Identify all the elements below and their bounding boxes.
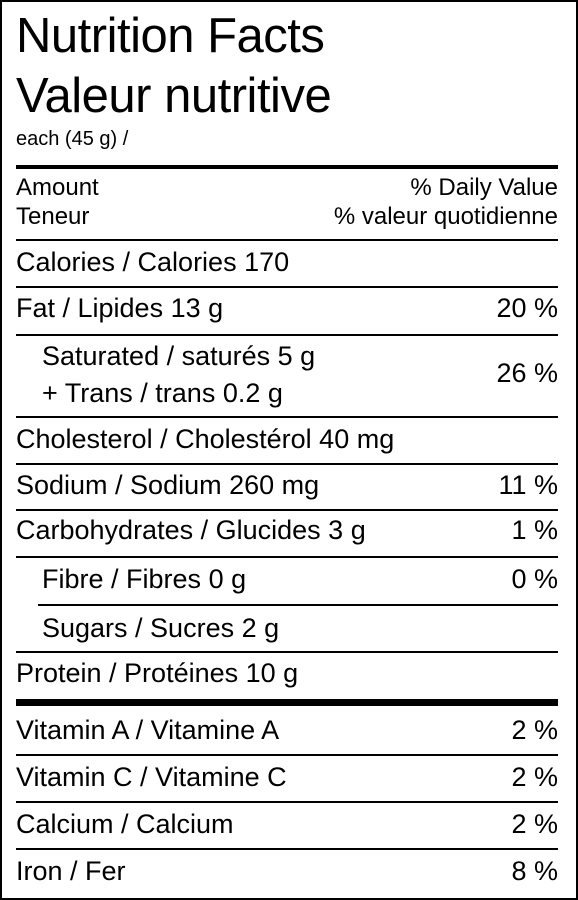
calories-label: Calories / Calories bbox=[16, 247, 237, 277]
protein-row: Protein / Protéines 10 g bbox=[16, 658, 298, 689]
fat-amount: 13 g bbox=[170, 293, 224, 323]
iron-label: Iron / Fer bbox=[16, 856, 126, 886]
fat-label: Fat / Lipides bbox=[16, 293, 164, 323]
saturated-label: Saturated / saturés bbox=[42, 341, 271, 371]
serving-divider bbox=[16, 165, 558, 169]
header-dv-fr: % valeur quotidienne bbox=[333, 203, 558, 230]
cholesterol-row: Cholesterol / Cholestérol 40 mg bbox=[16, 424, 394, 455]
divider bbox=[16, 801, 558, 803]
divider bbox=[16, 334, 558, 336]
protein-label: Protein / Protéines bbox=[16, 658, 239, 688]
vitamin-c-dv: 2 % bbox=[511, 762, 558, 792]
trans-row: + Trans / trans 0.2 g bbox=[42, 378, 283, 409]
carbohydrates-label: Carbohydrates / Glucides bbox=[16, 515, 321, 545]
divider bbox=[16, 754, 558, 756]
divider bbox=[38, 604, 558, 606]
header-dv-en: % Daily Value bbox=[410, 174, 558, 201]
divider bbox=[16, 463, 558, 465]
divider bbox=[16, 416, 558, 418]
fibre-label: Fibre / Fibres bbox=[42, 564, 202, 594]
divider bbox=[16, 556, 558, 558]
calcium-dv: 2 % bbox=[511, 809, 558, 839]
header-amount-fr: Teneur bbox=[16, 203, 90, 230]
calcium-label: Calcium / Calcium bbox=[16, 809, 234, 839]
divider bbox=[16, 286, 558, 288]
divider bbox=[16, 651, 558, 653]
carbohydrates-row: Carbohydrates / Glucides 3 g bbox=[16, 515, 366, 546]
serving-size: each (45 g) / bbox=[16, 128, 129, 150]
trans-label: + Trans / trans bbox=[42, 378, 216, 408]
sodium-label: Sodium / Sodium bbox=[16, 470, 222, 500]
fibre-dv: 0 % bbox=[511, 564, 558, 594]
iron-dv: 8 % bbox=[511, 856, 558, 886]
fibre-row: Fibre / Fibres 0 g bbox=[42, 564, 246, 595]
vitamin-a-dv: 2 % bbox=[511, 715, 558, 745]
cholesterol-label: Cholesterol / Cholestérol bbox=[16, 424, 312, 454]
sugars-row: Sugars / Sucres 2 g bbox=[42, 613, 279, 644]
trans-amount: 0.2 g bbox=[222, 378, 283, 408]
carbohydrates-dv: 1 % bbox=[511, 515, 558, 545]
protein-amount: 10 g bbox=[245, 658, 299, 688]
sugars-label: Sugars / Sucres bbox=[42, 613, 235, 643]
fibre-amount: 0 g bbox=[208, 564, 247, 594]
header-divider bbox=[16, 239, 558, 241]
vitamin-divider bbox=[16, 699, 558, 706]
header-amount-en: Amount bbox=[16, 174, 99, 201]
divider bbox=[16, 848, 558, 850]
vitamin-c-label: Vitamin C / Vitamine C bbox=[16, 762, 287, 792]
fat-row: Fat / Lipides 13 g bbox=[16, 293, 223, 324]
fat-dv: 20 % bbox=[496, 293, 558, 323]
calories-row: Calories / Calories 170 bbox=[16, 247, 289, 278]
title-french: Valeur nutritive bbox=[16, 69, 332, 123]
calories-amount: 170 bbox=[244, 247, 290, 277]
cholesterol-amount: 40 mg bbox=[319, 424, 395, 454]
saturated-trans-dv: 26 % bbox=[496, 358, 558, 388]
title-english: Nutrition Facts bbox=[16, 9, 325, 63]
vitamin-a-label: Vitamin A / Vitamine A bbox=[16, 715, 280, 745]
sodium-dv: 11 % bbox=[498, 470, 558, 500]
saturated-row: Saturated / saturés 5 g bbox=[42, 341, 315, 372]
sodium-amount: 260 mg bbox=[229, 470, 320, 500]
sugars-amount: 2 g bbox=[241, 613, 280, 643]
divider bbox=[16, 509, 558, 511]
carbohydrates-amount: 3 g bbox=[328, 515, 366, 545]
sodium-row: Sodium / Sodium 260 mg bbox=[16, 470, 319, 501]
saturated-amount: 5 g bbox=[277, 341, 316, 371]
